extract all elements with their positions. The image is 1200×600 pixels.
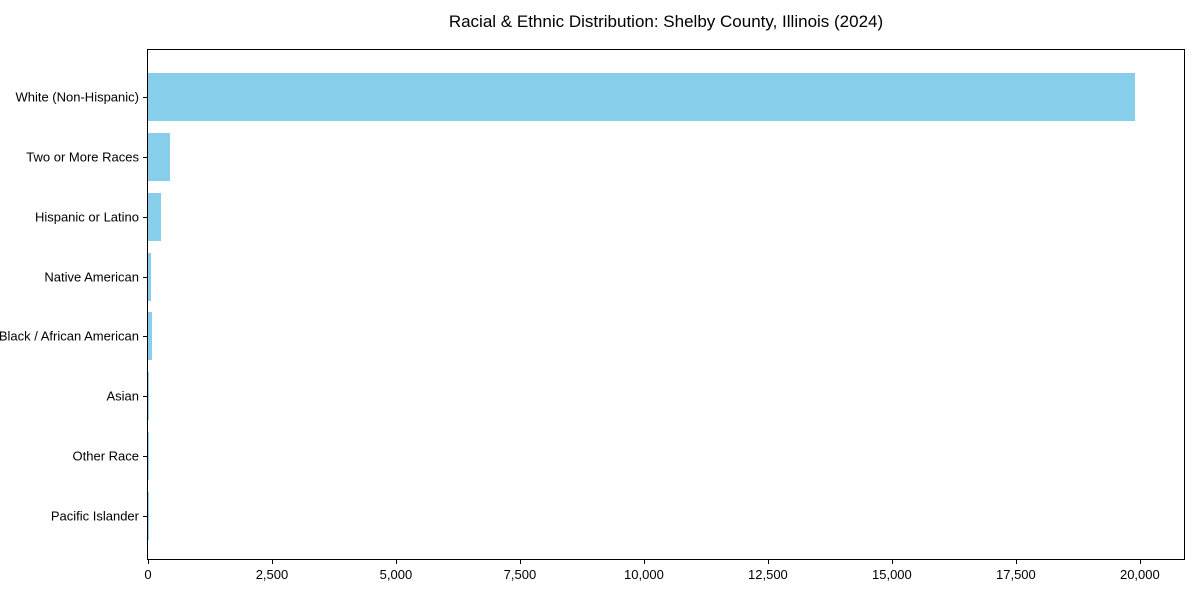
x-tick — [1015, 559, 1017, 564]
y-tick — [143, 396, 148, 398]
x-tick — [767, 559, 769, 564]
y-category-label-two-or-more-races: Two or More Races — [26, 149, 139, 165]
y-tick — [143, 336, 148, 338]
x-tick-label: 10,000 — [624, 567, 664, 582]
x-tick-label: 7,500 — [503, 567, 537, 582]
bar-white-non-hispanic — [148, 73, 1135, 121]
plot-area: White (Non-Hispanic) Two or More Races His… — [0, 49, 1185, 582]
x-tick — [148, 559, 149, 564]
x-tick-label: 20,000 — [1119, 567, 1160, 582]
bar-asian — [148, 372, 149, 421]
bar-native-american — [148, 252, 152, 301]
y-tick — [143, 515, 148, 517]
y-category-label-other-race: Other Race — [72, 448, 139, 464]
y-tick — [143, 456, 148, 458]
x-tick-label: 12,500 — [748, 567, 788, 582]
x-tick-label: 5,000 — [379, 567, 413, 582]
y-category-label-native-american: Native American — [44, 269, 139, 285]
x-tick-label: 0 — [144, 567, 152, 582]
x-tick — [643, 559, 645, 564]
x-tick — [271, 559, 273, 564]
y-category-label-pacific-islander: Pacific Islander — [50, 508, 139, 524]
x-tick — [519, 559, 521, 564]
y-tick — [143, 276, 148, 278]
bar-hispanic-or-latino — [148, 192, 161, 241]
x-tick — [891, 559, 893, 564]
y-category-label-hispanic-or-latino: Hispanic or Latino — [34, 209, 139, 225]
chart-title: Racial & Ethnic Distribution: Shelby Cou… — [448, 12, 884, 31]
x-tick — [1139, 559, 1141, 564]
y-tick — [143, 156, 148, 158]
y-category-label-black-african-american: Black / African American — [0, 328, 139, 344]
x-tick — [395, 559, 397, 564]
bar-two-or-more-races — [148, 132, 170, 181]
x-tick-label: 17,500 — [995, 567, 1036, 582]
x-tick-label: 15,000 — [872, 567, 912, 582]
y-tick — [143, 97, 148, 98]
y-category-label-white-non-hispanic: White (Non-Hispanic) — [15, 89, 139, 105]
y-tick — [143, 216, 148, 218]
x-tick-label: 2,500 — [255, 567, 289, 582]
bar-other-race — [148, 432, 149, 481]
y-category-label-asian: Asian — [106, 388, 139, 404]
bar-black-african-american — [148, 312, 152, 361]
